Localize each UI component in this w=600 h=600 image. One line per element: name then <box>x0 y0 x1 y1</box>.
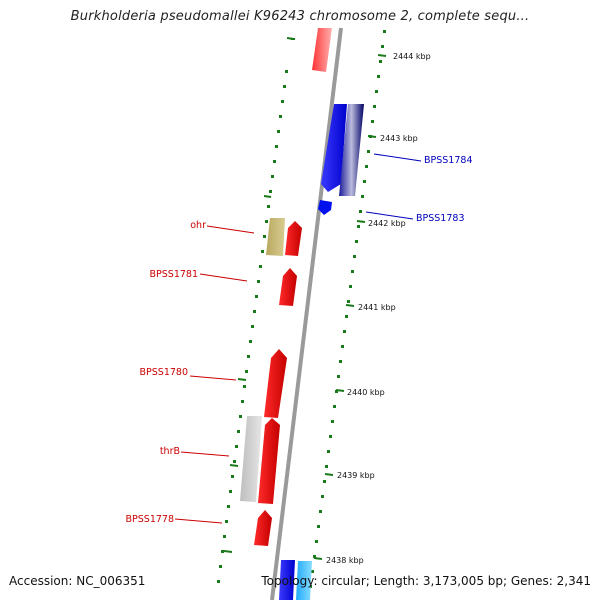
tick-label-2442: 2442 kbp <box>368 219 406 228</box>
gene-bpss1783[interactable] <box>318 200 332 215</box>
gene-bottom-cyan[interactable] <box>296 561 312 600</box>
leader-lines-red <box>174 225 255 524</box>
accession-text: Accession: NC_006351 <box>9 574 146 588</box>
gene-label-bpss1780[interactable]: BPSS1780 <box>140 367 188 378</box>
kbp-ticks <box>313 54 387 560</box>
gene-ohr-tan[interactable] <box>266 218 285 256</box>
gene-top-red[interactable] <box>312 28 332 72</box>
gene-bpss1780[interactable] <box>264 349 287 418</box>
gene-thrb-gray[interactable] <box>240 416 262 502</box>
sequence-backbone <box>270 27 343 600</box>
gene-label-bpss1783[interactable]: BPSS1783 <box>416 213 464 224</box>
leader-lines-blue <box>365 153 422 220</box>
tick-label-2438: 2438 kbp <box>326 556 364 565</box>
tick-label-2443: 2443 kbp <box>380 134 418 143</box>
inner-guide-dots <box>217 38 295 583</box>
gene-label-bpss1781[interactable]: BPSS1781 <box>150 269 198 280</box>
gene-bpss1778[interactable] <box>254 510 272 546</box>
inner-ticks <box>223 37 295 553</box>
gene-bpss1781[interactable] <box>279 268 297 306</box>
gene-label-ohr[interactable]: ohr <box>190 220 206 231</box>
tick-label-2441: 2441 kbp <box>358 303 396 312</box>
tick-label-2439: 2439 kbp <box>337 471 375 480</box>
gene-label-bpss1784[interactable]: BPSS1784 <box>424 155 472 166</box>
tick-label-2440: 2440 kbp <box>347 388 385 397</box>
gene-thrb[interactable] <box>258 418 280 504</box>
gene-bpss1784-navy[interactable] <box>339 104 364 196</box>
gene-bottom-blue[interactable] <box>279 560 295 600</box>
gene-label-bpss1778[interactable]: BPSS1778 <box>126 514 174 525</box>
gene-bpss1784-blue[interactable] <box>321 104 347 192</box>
tick-label-2444: 2444 kbp <box>393 52 431 61</box>
topology-text: Topology: circular; Length: 3,173,005 bp… <box>261 574 591 588</box>
outer-guide-dots <box>309 30 386 588</box>
gene-ohr[interactable] <box>285 221 302 256</box>
map-title: Burkholderia pseudomallei K96243 chromos… <box>70 9 530 24</box>
gene-label-thrb[interactable]: thrB <box>160 446 180 457</box>
